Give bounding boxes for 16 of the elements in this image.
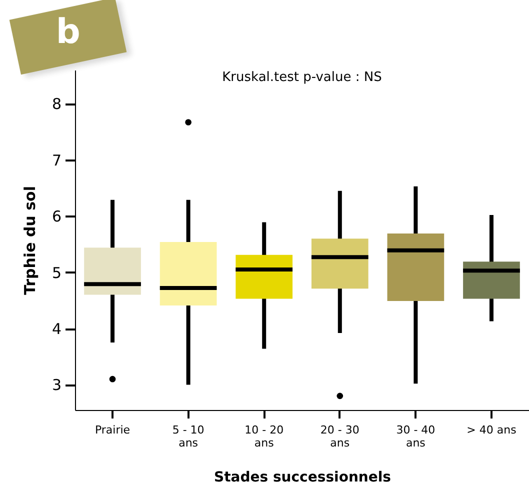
y-tick-label: 5 xyxy=(52,264,62,282)
x-tick-label: 30 - 40 ans xyxy=(396,424,436,450)
y-tick-label: 8 xyxy=(52,95,62,114)
x-tick-label: 10 - 20 ans xyxy=(244,424,284,450)
y-axis-title: Trphie du sol xyxy=(20,186,39,295)
x-tick-label: Prairie xyxy=(94,424,130,436)
text: b xyxy=(56,12,80,52)
x-axis-title: Stades successionnels xyxy=(214,470,391,486)
x-tick-label: > 40 ans xyxy=(466,424,517,436)
y-tick-label: 4 xyxy=(52,320,62,338)
chart-title: Kruskal.test p-value : NS xyxy=(222,70,382,85)
x-tick-label: 5 - 10 ans xyxy=(172,424,204,450)
x-tick-label: 20 - 30 ans xyxy=(320,424,360,450)
y-tick-label: 6 xyxy=(52,208,62,226)
y-tick-label: 3 xyxy=(52,376,62,394)
y-tick-label: 7 xyxy=(52,151,62,170)
